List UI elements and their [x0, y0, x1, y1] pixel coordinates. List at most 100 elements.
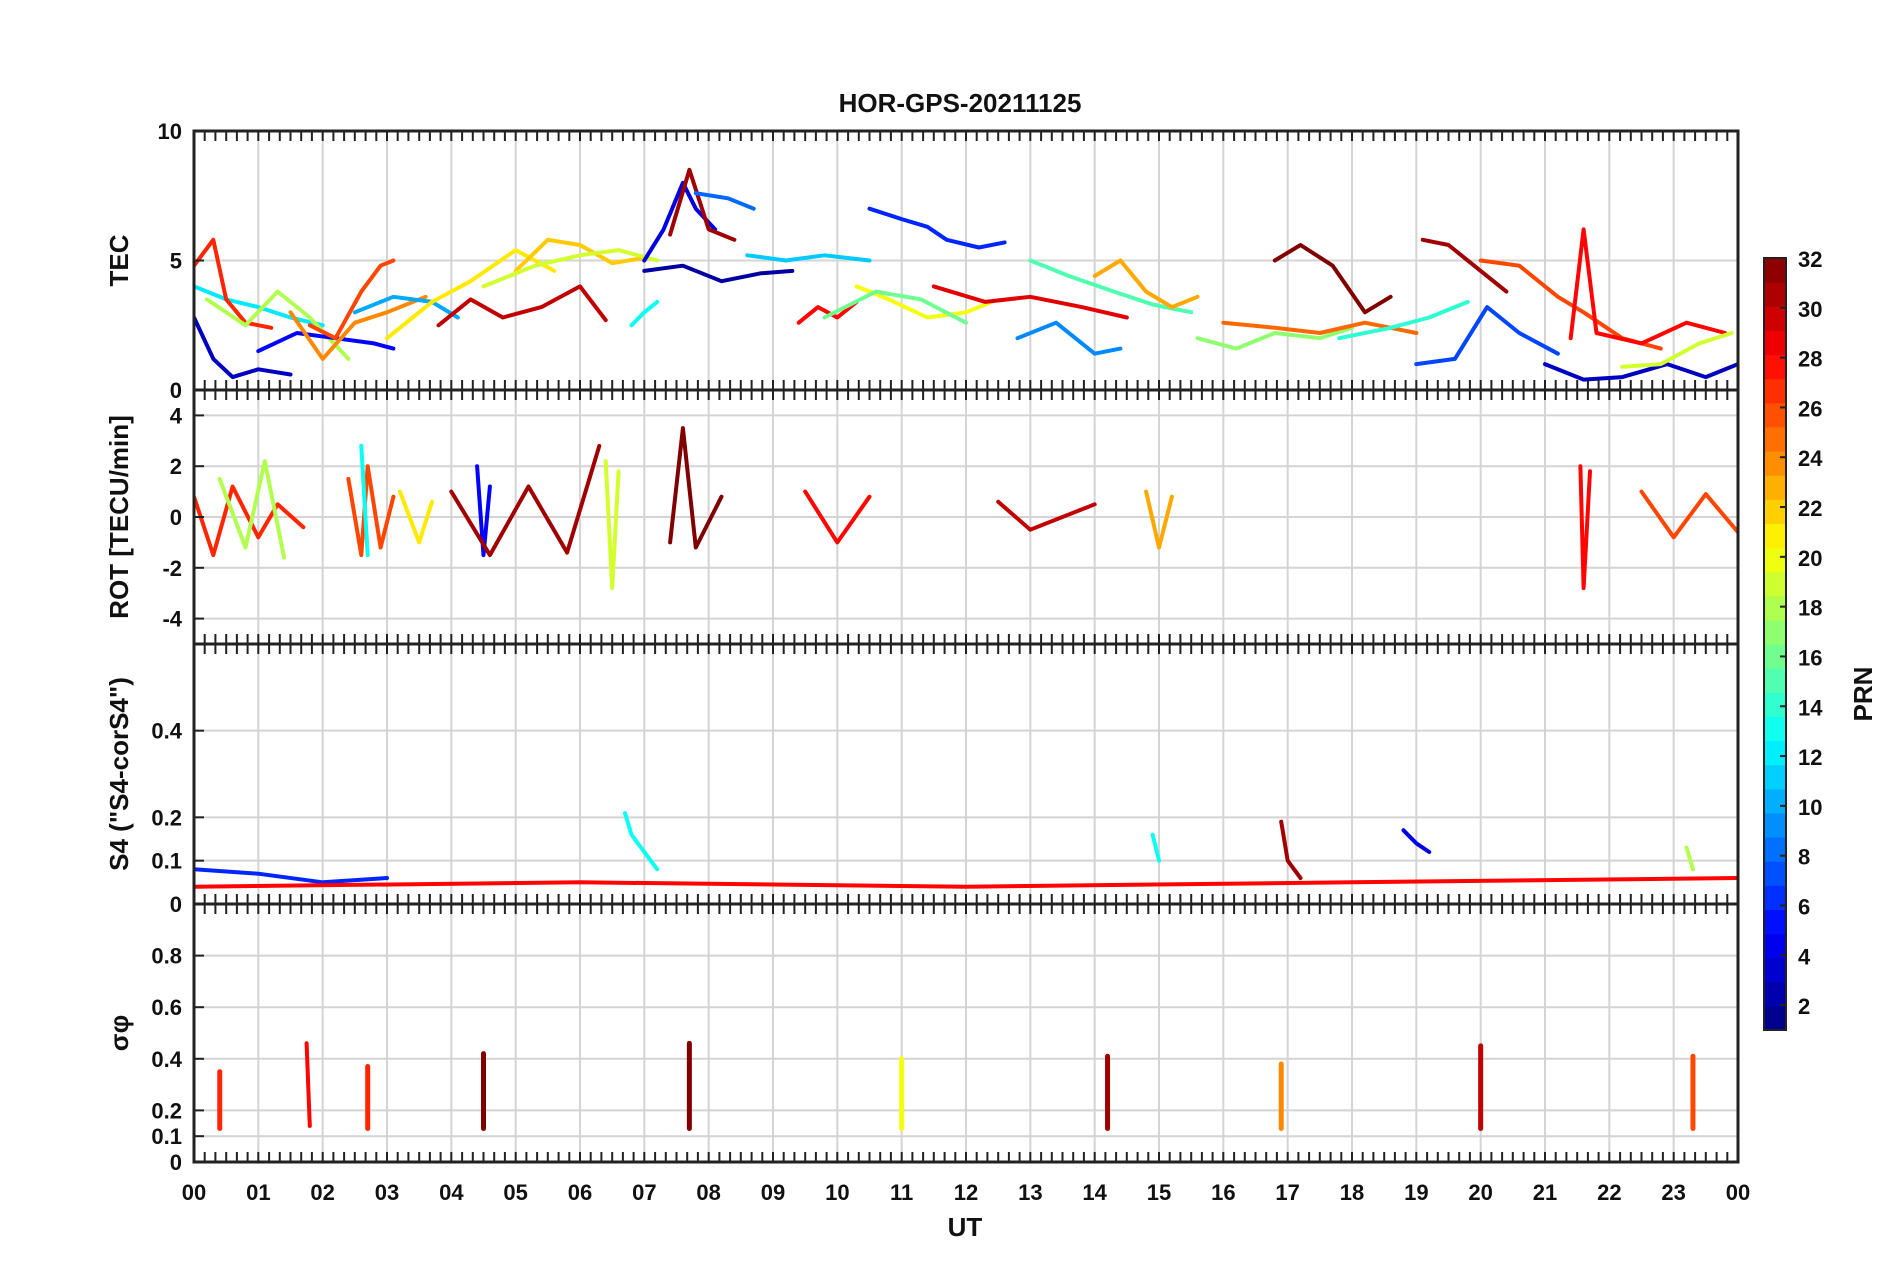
series-prn-6	[867, 206, 1007, 250]
series-prn-8	[693, 191, 756, 211]
colorbar-segment	[1764, 306, 1786, 331]
colorbar-segment	[1764, 933, 1786, 959]
series-prn-27	[194, 484, 306, 558]
series-prn-28	[1578, 464, 1592, 591]
colorbar-segment	[1764, 523, 1786, 549]
colorbar-segment	[1764, 354, 1786, 380]
y-tick-label: 0.2	[151, 805, 182, 830]
colorbar-segment	[1764, 571, 1786, 597]
y-tick-label: 0.8	[151, 944, 182, 969]
y-tick-label: 5	[170, 249, 182, 274]
y-tick-label: 0	[170, 378, 182, 403]
colorbar-tick-label: 24	[1798, 446, 1823, 471]
y-axis-label: σφ	[104, 1015, 134, 1051]
colorbar-segment	[1764, 1005, 1786, 1031]
x-tick-label: 13	[1018, 1180, 1042, 1205]
y-tick-label: 0.4	[151, 719, 182, 744]
series-prn-31	[1279, 819, 1303, 880]
x-tick-label: 06	[568, 1180, 592, 1205]
colorbar-tick-label: 6	[1798, 894, 1810, 919]
y-tick-label: 0	[170, 505, 182, 530]
series-prn-14	[1337, 299, 1470, 341]
colorbar-tick-label: 18	[1798, 596, 1822, 621]
series-group	[194, 426, 1738, 591]
colorbar-segment	[1764, 837, 1786, 862]
minor-ticks	[193, 390, 1739, 644]
series-prn-30	[996, 499, 1097, 532]
colorbar-tick-label: 4	[1798, 944, 1811, 969]
x-tick-label: 04	[439, 1180, 464, 1205]
x-tick-label: 20	[1468, 1180, 1492, 1205]
x-tick-label: 00	[1726, 1180, 1750, 1205]
series-prn-28	[796, 299, 859, 325]
x-tick-label: 02	[310, 1180, 334, 1205]
colorbar-segment	[1764, 764, 1786, 790]
x-tick-label: 15	[1147, 1180, 1171, 1205]
series-prn-27	[194, 237, 274, 330]
colorbar-segment	[1764, 282, 1786, 307]
x-tick-label: 16	[1211, 1180, 1235, 1205]
y-tick-label: 10	[158, 119, 182, 144]
series-prn-26	[346, 464, 396, 558]
y-axis-label: ROT [TECU/min]	[104, 415, 134, 619]
series-prn-13	[623, 811, 660, 872]
colorbar-tick-label: 26	[1798, 396, 1822, 421]
x-tick-label: 19	[1404, 1180, 1428, 1205]
minor-ticks	[193, 131, 1739, 390]
series-prn-6	[194, 867, 389, 885]
colorbar-segment	[1764, 475, 1786, 500]
y-tick-label: 4	[170, 403, 183, 428]
series-prn-4	[1401, 828, 1432, 854]
colorbar-tick-label: 12	[1798, 745, 1822, 770]
series-prn-15	[1028, 258, 1194, 315]
colorbar-segment	[1764, 644, 1786, 669]
x-tick-label: 07	[632, 1180, 656, 1205]
y-tick-label: 0.1	[151, 849, 182, 874]
panel-rot: -4 -2 0 2 4 ROT [TECU/min]	[104, 388, 1740, 646]
panel-s4: 0 0.1 0.2 0.4 S4 ("S4-corS4")	[104, 642, 1740, 917]
series-prn-21	[385, 248, 557, 341]
colorbar-tick-label: 10	[1798, 795, 1822, 820]
series-prn-28	[803, 489, 872, 545]
series-prn-28	[1568, 227, 1728, 346]
x-tick-label: 00	[182, 1180, 206, 1205]
x-tick-label: 03	[375, 1180, 399, 1205]
colorbar-segment	[1764, 668, 1786, 693]
series-prn-28	[194, 876, 1738, 889]
colorbar-segment	[1764, 692, 1786, 717]
minor-ticks	[193, 904, 1739, 1162]
series-prn-16	[822, 289, 968, 325]
x-tick-label: 08	[696, 1180, 720, 1205]
colorbar-segment	[1764, 258, 1786, 283]
x-tick-label: 10	[825, 1180, 849, 1205]
x-tick-label: 23	[1661, 1180, 1685, 1205]
colorbar-segment	[1764, 909, 1786, 935]
y-tick-label: 0	[170, 1150, 182, 1175]
colorbar-segment	[1764, 499, 1786, 524]
x-tick-label: 05	[503, 1180, 527, 1205]
colorbar-segment	[1764, 378, 1786, 404]
series-prn-10	[352, 294, 460, 320]
colorbar-segment	[1764, 740, 1786, 766]
x-tick-label: 12	[954, 1180, 978, 1205]
x-tick-label: 22	[1597, 1180, 1621, 1205]
y-tick-label: 0.6	[151, 995, 182, 1020]
series-prn-12	[194, 284, 325, 328]
x-tick-label: 14	[1082, 1180, 1107, 1205]
series-group	[194, 167, 1738, 382]
x-tick-label: 11	[890, 1180, 913, 1205]
series-prn-3	[1543, 362, 1738, 382]
colorbar-segment	[1764, 981, 1786, 1007]
x-tick-label: 17	[1275, 1180, 1299, 1205]
colorbar-segment	[1764, 716, 1786, 742]
y-tick-label: -4	[162, 607, 182, 632]
colorbar-segment	[1764, 957, 1786, 983]
x-axis-label: UT	[948, 1212, 983, 1242]
colorbar-segment	[1764, 426, 1786, 452]
colorbar-segment	[1764, 812, 1786, 838]
series-prn-18	[217, 459, 287, 560]
y-axis-label: TEC	[104, 234, 134, 286]
series-prn-5	[256, 331, 396, 354]
